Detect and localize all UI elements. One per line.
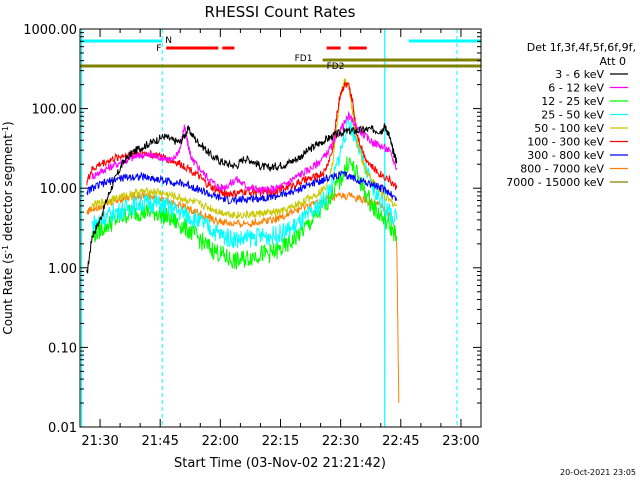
legend-title: Det 1f,3f,4f,5f,6f,9f,	[527, 41, 636, 54]
xtick-label-22-45: 22:45	[382, 434, 419, 449]
y-axis-label-sup2: -1	[1, 126, 10, 134]
y-axis-label-end: )	[1, 121, 15, 126]
footer-date: 20-Oct-2021 23:05	[560, 468, 636, 477]
legend-label-12-25-kev: 12 - 25 keV	[541, 95, 604, 108]
legend: Det 1f,3f,4f,5f,6f,9f, Att 0 3 - 6 keV6 …	[506, 41, 636, 189]
legend-label-7000-15000-kev: 7000 - 15000 keV	[506, 176, 604, 189]
legend-label-6-12-kev: 6 - 12 keV	[548, 82, 604, 95]
xtick-label-22-00: 22:00	[202, 434, 239, 449]
y-axis-label-sup1: -1	[1, 245, 10, 253]
ytick-label-100-00: 100.00	[32, 103, 78, 118]
series-line-25-50-kev	[91, 116, 398, 248]
chart-title: RHESSI Count Rates	[205, 3, 356, 21]
flag-label-fd2: FD2	[327, 62, 345, 72]
xtick-label-22-15: 22:15	[262, 434, 299, 449]
series-line-300-800-kev	[86, 170, 398, 205]
ytick-label-1000-00: 1000.00	[23, 23, 77, 38]
legend-label-25-50-kev: 25 - 50 keV	[541, 109, 604, 122]
x-axis-label: Start Time (03-Nov-02 21:21:42)	[174, 456, 386, 471]
ytick-label-0-10: 0.10	[48, 341, 77, 356]
xtick-label-21-45: 21:45	[141, 434, 178, 449]
ytick-label-1-00: 1.00	[48, 262, 77, 277]
flag-bars: NF FD1 FD2	[80, 36, 481, 72]
y-axis-label-mid: detector segment	[1, 134, 15, 245]
series-line-6-12-kev	[91, 110, 398, 195]
legend-label-800-7000-kev: 800 - 7000 keV	[520, 163, 604, 176]
y-axis-label-main: Count Rate (s	[1, 253, 15, 335]
legend-label-50-100-kev: 50 - 100 keV	[534, 122, 604, 135]
y-axis-ticks: 0.01 0.10 1.00 10.00 100.00 1000.00	[23, 23, 481, 436]
x-axis-ticks: 21:30 21:45 22:00 22:15 22:30 22:45 23:00	[79, 29, 482, 449]
series-line-3-6-kev	[86, 123, 398, 274]
ytick-label-10-00: 10.00	[40, 182, 77, 197]
series-line-12-25-kev	[91, 156, 398, 270]
legend-label-100-300-kev: 100 - 300 keV	[527, 136, 604, 149]
legend-label-300-800-kev: 300 - 800 keV	[527, 149, 604, 162]
reference-lines	[81, 29, 458, 427]
flag-label-f: F	[156, 44, 161, 54]
series-lines	[86, 78, 400, 404]
ytick-label-0-01: 0.01	[48, 421, 77, 436]
legend-subtitle: Att 0	[600, 55, 626, 68]
y-axis-label: Count Rate (s-1 detector segment-1)	[1, 121, 15, 334]
flag-label-fd1: FD1	[295, 54, 313, 64]
xtick-label-21-30: 21:30	[81, 434, 118, 449]
xtick-label-23-00: 23:00	[442, 434, 479, 449]
xtick-label-22-30: 22:30	[322, 434, 359, 449]
legend-label-3-6-kev: 3 - 6 keV	[555, 68, 604, 81]
plot-area: NF FD1 FD2	[80, 29, 481, 427]
flag-label-n: N	[165, 36, 172, 46]
